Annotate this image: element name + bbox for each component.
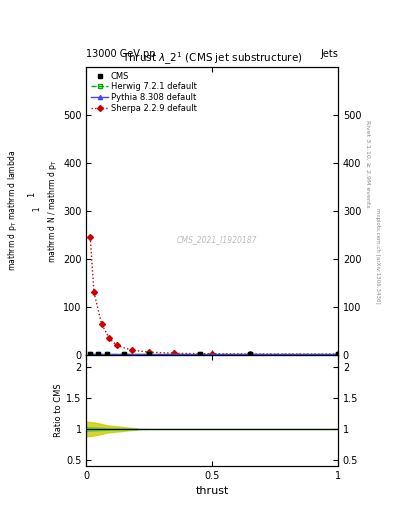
Text: Jets: Jets	[320, 49, 338, 59]
Text: 13000 GeV pp: 13000 GeV pp	[86, 49, 156, 59]
Y-axis label: mathrm d$^2$N
mathrm d p$_\mathrm{T}$ mathrm d lambda

  1
mathrm d N / mathrm d: mathrm d$^2$N mathrm d p$_\mathrm{T}$ ma…	[0, 150, 59, 271]
Title: Thrust $\lambda\_2^1$ (CMS jet substructure): Thrust $\lambda\_2^1$ (CMS jet substruct…	[122, 50, 303, 67]
Text: 1: 1	[28, 192, 37, 197]
Text: mcplots.cern.ch [arXiv:1306.3436]: mcplots.cern.ch [arXiv:1306.3436]	[375, 208, 380, 304]
Text: CMS_2021_I1920187: CMS_2021_I1920187	[177, 235, 257, 244]
Text: Rivet 3.1.10, ≥ 2.9M events: Rivet 3.1.10, ≥ 2.9M events	[365, 120, 370, 208]
X-axis label: thrust: thrust	[196, 486, 229, 496]
Legend: CMS, Herwig 7.2.1 default, Pythia 8.308 default, Sherpa 2.2.9 default: CMS, Herwig 7.2.1 default, Pythia 8.308 …	[91, 71, 197, 113]
Y-axis label: Ratio to CMS: Ratio to CMS	[55, 383, 63, 437]
